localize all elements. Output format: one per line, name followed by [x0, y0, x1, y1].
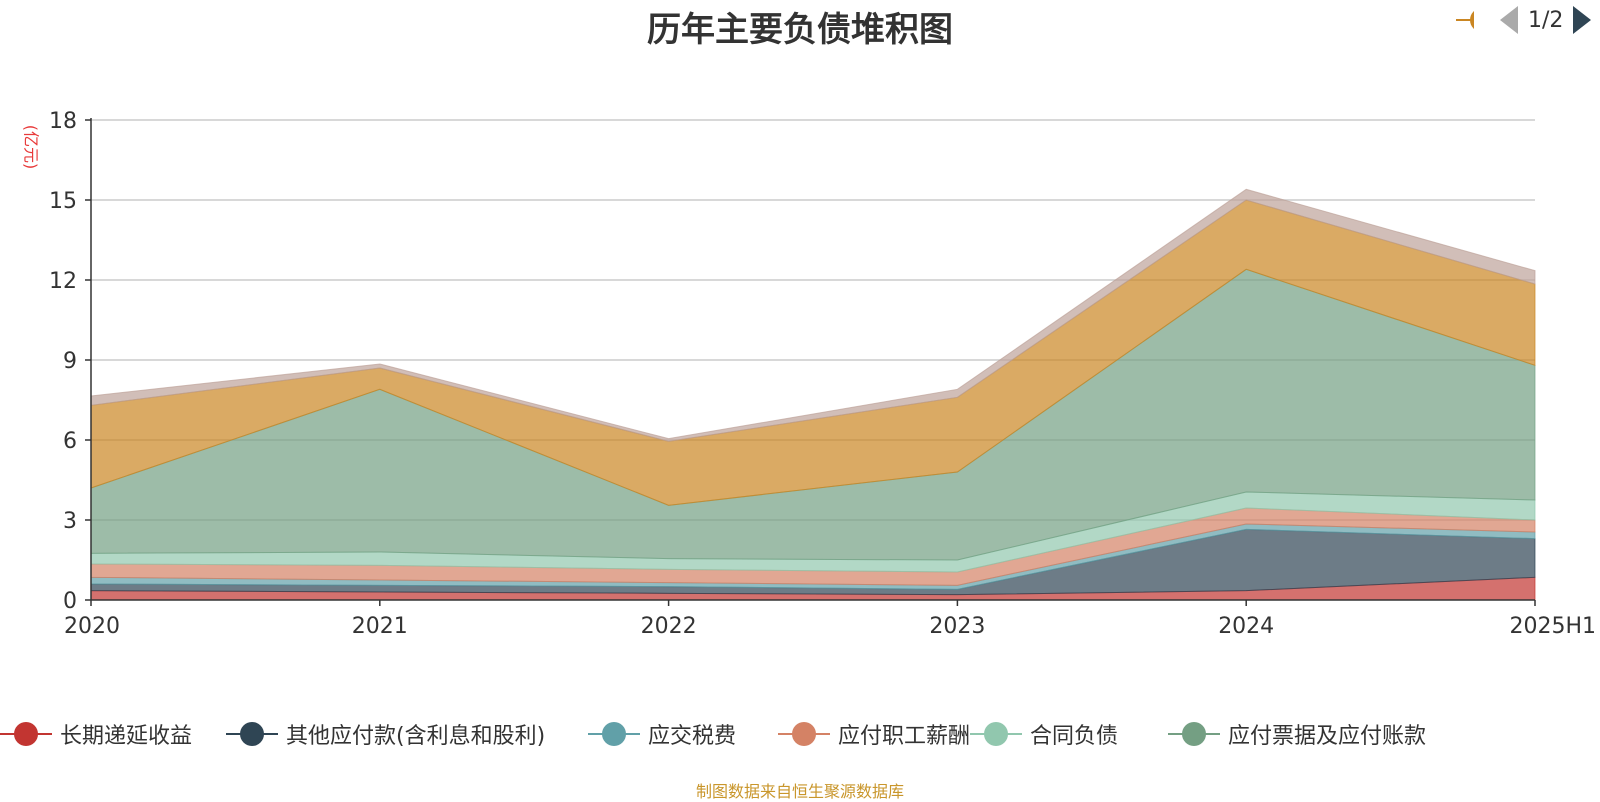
- chart-title: 历年主要负债堆积图: [647, 10, 953, 50]
- y-tick-label: 9: [63, 349, 77, 374]
- legend-marker-icon: [0, 714, 52, 754]
- x-tick-label: 2020: [64, 614, 120, 639]
- legend-label: 长期递延收益: [60, 724, 193, 749]
- legend-label: 合同负债: [1030, 724, 1119, 749]
- legend-label: 应交税费: [648, 724, 737, 749]
- legend-item[interactable]: 应付票据及应付账款: [1168, 714, 1426, 754]
- legend-label: 应付职工薪酬: [838, 724, 971, 749]
- area-series-8: [90, 188, 1536, 442]
- legend-item[interactable]: 长期递延收益: [0, 714, 192, 754]
- legend-item[interactable]: 合同负债: [970, 714, 1118, 754]
- y-tick-label: 3: [63, 509, 77, 534]
- x-tick-label: 2022: [641, 614, 697, 639]
- y-tick-label: 6: [63, 429, 77, 454]
- y-tick-label: 15: [49, 189, 77, 214]
- legend-marker-icon: [588, 714, 640, 754]
- data-source-note: 制图数据来自恒生聚源数据库: [695, 782, 904, 801]
- legend-label: 应付票据及应付账款: [1228, 724, 1427, 749]
- y-tick-label: 0: [63, 589, 77, 614]
- legend-marker-icon: [226, 714, 278, 754]
- triangle-right-icon[interactable]: [1573, 6, 1592, 34]
- x-tick-label: 2024: [1218, 614, 1274, 639]
- y-tick-label: 12: [49, 269, 77, 294]
- legend-overflow-item[interactable]: [1456, 0, 1474, 40]
- legend-marker-icon: [1168, 714, 1220, 754]
- legend-page-indicator: 1/2: [1528, 7, 1564, 33]
- x-tick-label: 2021: [352, 614, 408, 639]
- legend: 长期递延收益 其他应付款(含利息和股利) 应交税费 应付职工薪酬 合同负债 应付票据及应付…: [0, 714, 1600, 754]
- legend-label: 其他应付款(含利息和股利): [286, 724, 546, 749]
- legend-pager: 1/2: [1500, 0, 1592, 40]
- x-tick-label: 2023: [929, 614, 985, 639]
- legend-marker-icon: [970, 714, 1022, 754]
- legend-item[interactable]: 应交税费: [588, 714, 736, 754]
- legend-item[interactable]: 应付职工薪酬: [778, 714, 970, 754]
- stacked-area-chart: 0 3 6 9 12 15 18 2020 2021 2022 2023 2024 2025H1: [49, 109, 1596, 639]
- triangle-left-icon[interactable]: [1500, 6, 1518, 34]
- legend-item[interactable]: 其他应付款(含利息和股利): [226, 714, 545, 754]
- legend-marker-icon: [1456, 0, 1474, 40]
- x-tick-label: 2025H1: [1509, 614, 1596, 639]
- y-tick-label: 18: [49, 109, 77, 134]
- legend-marker-icon: [778, 714, 830, 754]
